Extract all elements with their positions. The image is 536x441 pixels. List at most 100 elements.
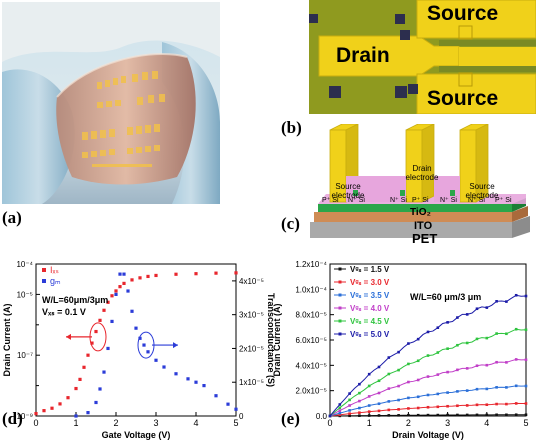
drain-label: Drain	[336, 44, 390, 67]
x-tick-label: 3	[445, 418, 450, 428]
ids-data-point	[146, 274, 150, 279]
legend-label: Vᵍₛ = 1.5 V	[350, 265, 390, 274]
legend-label: Vᵍₛ = 5.0 V	[350, 330, 390, 339]
electrode-label-3: Source electrode	[465, 182, 499, 200]
series-data-point	[465, 389, 469, 392]
panel-c-schematic: Source electrode Drain electrode Source …	[290, 123, 534, 246]
series-data-point	[485, 363, 489, 367]
series-data-point	[426, 330, 430, 334]
y-left-tick-label: 10⁻⁷	[17, 351, 33, 360]
series-data-point	[495, 386, 498, 389]
series-data-point	[426, 405, 430, 409]
series-data-point	[456, 413, 459, 417]
series-data-point	[514, 293, 518, 297]
series-data-point	[338, 403, 342, 406]
series-data-point	[358, 414, 361, 417]
series-data-point	[475, 337, 479, 341]
series-data-point	[387, 356, 391, 359]
series-data-point	[465, 404, 469, 407]
ids-data-point	[82, 365, 86, 369]
source-bottom-label: Source	[427, 87, 499, 110]
y-tick-label: 2.0x10⁻⁵	[295, 387, 327, 396]
gm-data-point	[154, 358, 158, 362]
gm-data-point	[102, 370, 106, 374]
x-tick-label: 2	[113, 418, 118, 428]
gm-data-point	[194, 380, 198, 384]
ids-data-point	[42, 409, 46, 413]
x-tick-label: 1	[73, 418, 78, 428]
series-data-point	[456, 316, 459, 319]
doping-p1: P⁺ Si	[322, 197, 339, 204]
layer-ito: ITO	[414, 220, 433, 232]
legend-marker	[338, 319, 342, 323]
series-data-point	[377, 409, 381, 413]
ids-data-point	[58, 402, 62, 406]
ids-data-point	[90, 341, 94, 345]
series-data-point	[416, 395, 420, 399]
ids-data-point	[114, 289, 118, 293]
electrode-label-2: Drain electrode	[405, 164, 439, 182]
doping-n4: N⁺ Si	[468, 197, 485, 204]
x-tick-label: 0	[327, 418, 332, 428]
legend-gm-marker	[42, 279, 46, 283]
y-left-top-label: 10⁻⁴	[16, 260, 33, 269]
series-data-point	[397, 384, 400, 388]
series-data-point	[475, 387, 479, 391]
series-data-point	[348, 409, 351, 412]
ids-data-point	[138, 276, 142, 280]
gm-data-point	[114, 292, 118, 296]
series-data-point	[407, 413, 410, 417]
series-data-point	[426, 413, 430, 417]
gm-data-point	[106, 346, 110, 351]
doping-n2: N⁺ Si	[390, 197, 407, 204]
annotation-wl: W/L=60 μm/3 μm	[410, 292, 481, 302]
panel-b-micrograph: Source Drain Source	[309, 0, 536, 114]
series-data-point	[436, 405, 440, 409]
electrode-label-1: Source electrode	[331, 182, 365, 200]
gm-data-point	[130, 309, 134, 313]
series-data-point	[416, 413, 420, 417]
y-right-axis-label: Transconductance (S)	[266, 293, 275, 387]
series-data-point	[348, 404, 351, 407]
series-data-point	[465, 413, 469, 417]
device-cross-section	[310, 123, 530, 238]
series-data-point	[495, 300, 498, 303]
doping-p2: P⁺ Si	[412, 197, 429, 204]
ids-data-point	[234, 271, 238, 275]
series-data-point	[475, 413, 479, 417]
gm-data-point	[94, 400, 98, 405]
legend-label: Vᵍₛ = 4.5 V	[350, 317, 390, 326]
series-data-point	[416, 337, 420, 341]
gm-data-point	[110, 319, 114, 324]
series-data-point	[387, 372, 391, 376]
series-data-point	[426, 393, 430, 397]
y-tick-label: 8.0x10⁻⁵	[295, 311, 327, 320]
gm-data-point	[122, 272, 126, 276]
series-data-point	[524, 413, 528, 417]
series-data-point	[387, 408, 391, 412]
ids-data-point	[118, 285, 122, 289]
series-data-point	[367, 395, 371, 398]
legend-label: Vᵍₛ = 3.5 V	[350, 291, 390, 300]
ids-arrow-head	[66, 333, 71, 340]
series-data-point	[426, 354, 430, 357]
series-data-point	[358, 382, 361, 386]
gm-arrow-head	[173, 342, 178, 349]
panel-a-photo	[2, 2, 220, 204]
series-data-point	[328, 414, 332, 418]
gm-data-point	[118, 272, 122, 276]
y-right-tick-label: 0	[239, 412, 244, 421]
series-data-point	[446, 347, 449, 350]
series-data-point	[505, 300, 508, 303]
series-data-point	[397, 414, 400, 417]
series-data-point	[397, 350, 400, 354]
gm-data-point	[162, 365, 166, 369]
ids-data-point	[214, 271, 218, 275]
ids-data-point	[98, 318, 102, 322]
series-data-point	[377, 365, 381, 369]
series-data-point	[407, 407, 410, 410]
series-data-point	[348, 412, 351, 415]
gm-data-point	[186, 377, 190, 381]
x-tick-label: 3	[153, 418, 158, 428]
series-data-point	[485, 413, 489, 417]
